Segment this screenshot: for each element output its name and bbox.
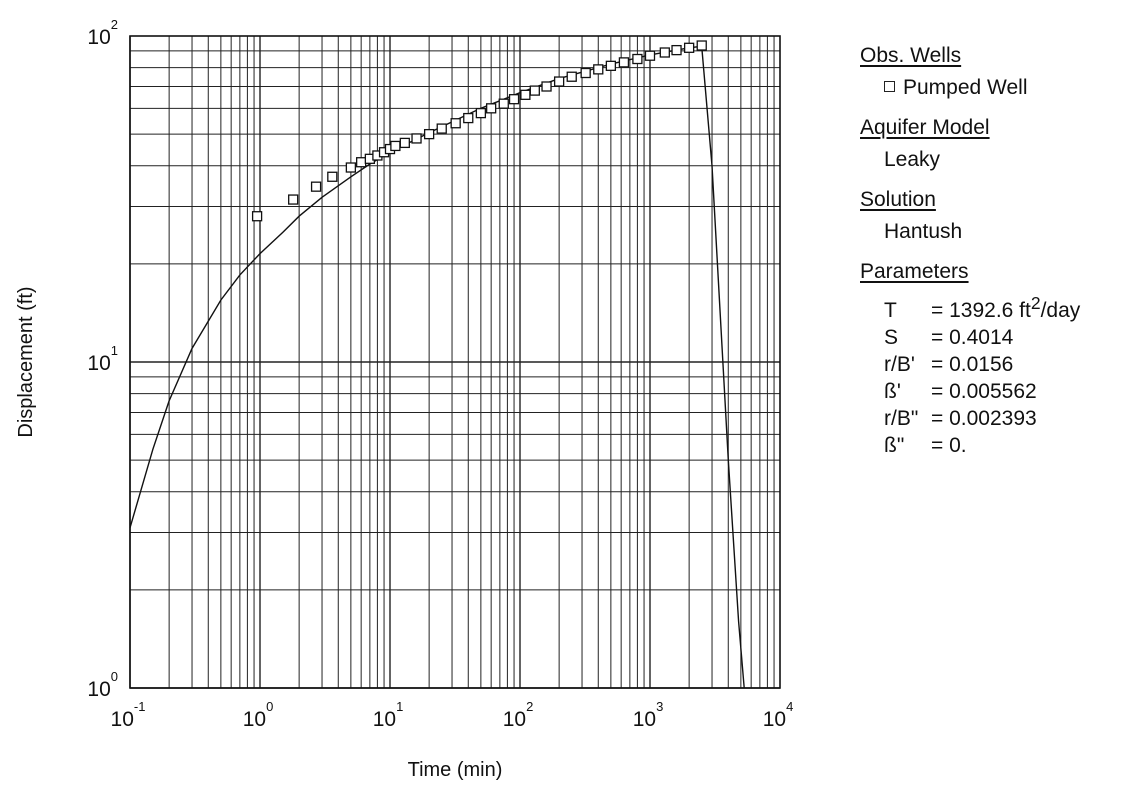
parameter-value: = 0.	[931, 434, 967, 457]
parameter-row: T = 1392.6 ft2/day	[860, 290, 1122, 324]
x-tick-label: 100	[243, 699, 274, 731]
parameter-name: ß"	[884, 434, 905, 457]
data-point	[463, 112, 474, 124]
grid-lines	[129, 36, 780, 689]
data-point	[566, 71, 577, 82]
data-point	[683, 42, 695, 53]
aquifer-model-value: Leaky	[884, 148, 941, 171]
data-point	[553, 76, 565, 87]
hantush-curve	[129, 45, 745, 689]
data-point	[345, 162, 357, 173]
parameter-value: = 0.4014	[931, 326, 1014, 349]
parameter-row: S = 0.4014	[860, 324, 1122, 351]
data-point	[450, 118, 461, 129]
data-point	[310, 181, 322, 192]
y-axis-title: Displacement (ft)	[15, 286, 37, 437]
data-point	[356, 157, 367, 168]
parameter-name: ß'	[884, 380, 901, 403]
legend-panel: Obs. Wells Pumped Well Aquifer Model Lea…	[860, 36, 1122, 459]
x-axis-title: Time (min)	[408, 759, 503, 781]
data-point	[671, 44, 682, 56]
aquifer-model-heading: Aquifer Model	[860, 116, 990, 139]
data-point	[423, 128, 435, 140]
x-tick-label: 103	[633, 699, 664, 731]
parameter-value: = 0.005562	[931, 380, 1037, 403]
data-point	[618, 57, 630, 68]
data-point	[659, 47, 670, 58]
y-axis-ticks: 100 101 102	[87, 17, 118, 701]
y-tick-label: 101	[87, 343, 118, 375]
data-point	[580, 67, 591, 79]
parameter-row: r/B" = 0.002393	[860, 405, 1122, 432]
data-point	[390, 140, 401, 152]
data-point	[475, 107, 487, 119]
parameter-unit: /day	[1040, 299, 1081, 322]
pumped-well-points	[251, 40, 707, 222]
open-square-marker-icon	[884, 81, 895, 92]
data-point	[288, 194, 299, 205]
parameters-heading: Parameters	[860, 260, 969, 283]
solution-heading: Solution	[860, 188, 936, 211]
data-point	[498, 98, 509, 109]
y-tick-label: 102	[87, 17, 118, 49]
parameter-value: = 0.0156	[931, 353, 1014, 376]
parameter-row: ß" = 0.	[860, 432, 1122, 459]
data-point	[520, 89, 531, 100]
parameter-name: r/B'	[884, 353, 915, 376]
x-tick-label: 102	[503, 699, 534, 731]
x-tick-label: 10-1	[111, 699, 146, 731]
parameter-name: T	[884, 299, 897, 322]
data-point	[529, 85, 540, 96]
data-point	[508, 94, 520, 105]
y-tick-label: 100	[87, 669, 118, 701]
data-point	[696, 40, 707, 51]
data-point	[436, 123, 447, 134]
parameter-value: = 0.002393	[931, 407, 1037, 430]
data-point	[593, 64, 604, 75]
parameter-row: r/B' = 0.0156	[860, 351, 1122, 378]
x-tick-label: 104	[763, 699, 794, 731]
data-point	[605, 60, 617, 71]
parameter-value: = 1392.6 ft	[931, 299, 1031, 322]
parameter-name: S	[884, 326, 899, 349]
data-point	[486, 103, 497, 114]
parameter-list: T = 1392.6 ft2/day S = 0.4014 r/B' = 0.0156 ß'…	[860, 290, 1122, 459]
legend-item-pumped-well: Pumped Well	[860, 74, 1122, 102]
parameter-name: r/B"	[884, 407, 919, 430]
solution-value: Hantush	[884, 220, 963, 243]
data-point	[541, 81, 552, 92]
data-point	[327, 171, 338, 182]
series-line-hantush	[129, 45, 745, 689]
data-point	[251, 211, 263, 222]
parameter-exponent: 2	[1030, 293, 1041, 313]
data-point	[632, 53, 643, 65]
data-point	[644, 50, 656, 61]
obs-wells-heading: Obs. Wells	[860, 44, 962, 67]
x-tick-label: 101	[373, 699, 404, 731]
parameter-row: ß' = 0.005562	[860, 378, 1122, 405]
plot-frame	[129, 35, 781, 689]
legend-item-label: Pumped Well	[903, 76, 1028, 99]
data-point	[399, 137, 410, 149]
data-point	[411, 133, 422, 144]
x-axis-ticks: 10-1 100 101 102 103 104	[111, 699, 794, 731]
